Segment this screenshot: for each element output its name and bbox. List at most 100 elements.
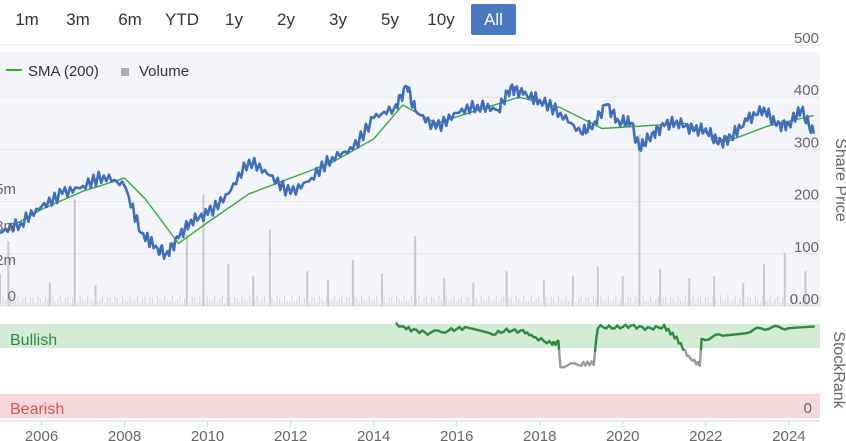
range-button-10y[interactable]: 10y [427, 10, 455, 29]
volume-bar [64, 298, 66, 306]
volume-bar [647, 300, 649, 306]
volume-bar [503, 296, 505, 306]
volume-bar [403, 295, 405, 306]
volume-bar [428, 302, 430, 306]
volume-bar [535, 299, 537, 306]
volume-bar [52, 295, 54, 306]
x-tick-label: 2008 [108, 428, 141, 441]
volume-bar [483, 300, 485, 306]
volume-bar [276, 295, 278, 306]
volume-bar [772, 302, 774, 306]
volume-bar [523, 295, 525, 306]
volume-bar [675, 302, 677, 306]
range-button-2y[interactable]: 2y [277, 10, 295, 29]
volume-bar [363, 300, 365, 306]
volume-bar [812, 295, 814, 306]
volume-bar [585, 297, 587, 306]
range-button-5y[interactable]: 5y [381, 10, 399, 29]
volume-bar [560, 299, 562, 306]
volume-bar [386, 302, 388, 306]
volume-bar [423, 297, 425, 306]
volume-bar [261, 298, 263, 306]
range-button-3y[interactable]: 3y [329, 10, 347, 29]
volume-bar [73, 199, 76, 306]
volume-bar [7, 301, 9, 306]
volume-bar [97, 302, 99, 306]
volume-bar [249, 295, 251, 306]
volume-bar [24, 295, 26, 306]
volume-bar [809, 299, 811, 306]
volume-bar [204, 301, 206, 306]
volume-bar [797, 295, 799, 306]
volume-bar [0, 273, 1, 306]
volume-bar [602, 300, 604, 306]
volume-bar [87, 295, 89, 306]
volume-bar [398, 299, 400, 306]
volume-bar [662, 297, 664, 306]
volume-bar [490, 301, 492, 306]
sma-legend-label[interactable]: SMA (200) [28, 63, 99, 80]
volume-bar [438, 295, 440, 306]
volume-bar [166, 300, 168, 306]
volume-legend-swatch[interactable] [121, 68, 129, 76]
range-button-ytd[interactable]: YTD [165, 10, 199, 29]
volume-bar [465, 297, 467, 306]
range-button-6m[interactable]: 6m [118, 10, 142, 29]
volume-bar [421, 302, 423, 306]
x-axis-ticks: 2006 2008 2010 2012 2014 2016 2018 2020 2022 2024 [25, 421, 806, 441]
volume-bar [176, 299, 178, 306]
volume-bar [256, 295, 258, 306]
volume-bar [306, 271, 309, 306]
x-tick-label: 2010 [191, 428, 224, 441]
x-tick-label: 2006 [25, 428, 58, 441]
stockrank-segment [593, 349, 597, 360]
volume-bar [722, 300, 724, 306]
volume-bar [323, 301, 325, 306]
volume-bar [783, 252, 786, 306]
volume-bar [615, 295, 617, 306]
volume-bar [341, 295, 343, 306]
volume-bar [104, 302, 106, 306]
volume-bar [358, 302, 360, 306]
volume-bar [538, 295, 540, 306]
volume-bar [186, 296, 188, 306]
volume-bar [540, 302, 542, 306]
volume-bar [269, 297, 271, 306]
volume-bar [508, 296, 510, 306]
volume-bar [141, 298, 143, 306]
range-button-all[interactable]: All [471, 4, 516, 35]
volume-bar [146, 302, 148, 306]
range-button-3m[interactable]: 3m [66, 10, 90, 29]
volume-bar [617, 302, 619, 306]
volume-bar [488, 295, 490, 306]
volume-bar [819, 296, 821, 306]
volume-bar [201, 299, 203, 306]
bearish-band [0, 394, 820, 418]
volume-bar [814, 302, 816, 306]
volume-bar [72, 296, 74, 306]
volume-bar [161, 302, 163, 306]
volume-bar [625, 302, 627, 306]
volume-bar [458, 298, 460, 306]
volume-bar [605, 301, 607, 306]
volume-bar [54, 301, 56, 306]
volume-bar [433, 298, 435, 306]
range-button-1y[interactable]: 1y [225, 10, 243, 29]
price-axis-ticks: 500 400 300 200 100 0.00 [790, 30, 819, 308]
volume-bar [311, 296, 313, 306]
volume-bar [29, 297, 31, 306]
volume-legend-label[interactable]: Volume [139, 63, 189, 80]
volume-bar [134, 300, 136, 306]
volume-bar [637, 299, 639, 306]
range-button-1m[interactable]: 1m [15, 10, 39, 29]
volume-bar [767, 300, 769, 306]
volume-bar [353, 296, 355, 306]
volume-bar [7, 241, 10, 306]
volume-bar [380, 273, 383, 306]
volume-bar [414, 236, 417, 306]
volume-bar [757, 299, 759, 306]
volume-bar [246, 301, 248, 306]
volume-bar [518, 299, 520, 306]
volume-bars [0, 134, 821, 306]
volume-bar [298, 295, 300, 306]
